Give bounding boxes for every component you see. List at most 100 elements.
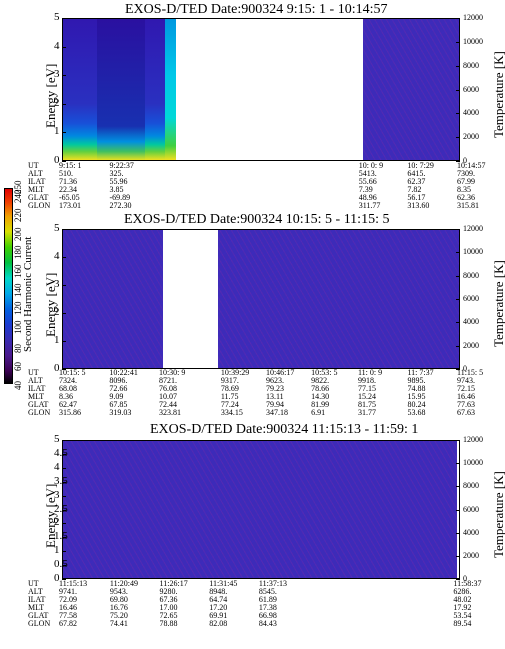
table-row-label: MLT — [28, 392, 45, 401]
table-cell: 56.17 — [407, 193, 426, 202]
y2-tick-mark — [456, 509, 460, 511]
y-tick-mark — [62, 229, 66, 230]
table-cell: 11:58:37 — [453, 579, 482, 588]
table-cell: 9.09 — [109, 392, 124, 401]
y-tick-label: 3.5 — [54, 474, 68, 487]
table-cell: 16.46 — [59, 603, 77, 612]
table-cell: 76.08 — [158, 384, 177, 393]
table-cell: 10:14:57 — [457, 161, 486, 170]
y2-tick-mark — [456, 89, 460, 91]
y2-tick-label: 6000 — [463, 84, 479, 94]
table-cell: 67.85 — [109, 400, 128, 409]
y2-tick-label: 4000 — [463, 317, 479, 327]
table-cell: 15.24 — [357, 392, 376, 401]
table-cell: 10: 7:29 — [407, 161, 434, 170]
table-row-label: UT — [28, 579, 39, 588]
y-tick-label: 0 — [54, 572, 60, 584]
table-cell: 510. — [59, 169, 73, 178]
y-tick-mark — [62, 509, 66, 511]
table-cell: 9:15: 1 — [59, 161, 82, 170]
table-cell: 89.54 — [453, 619, 472, 628]
table-cell: 68.08 — [59, 384, 77, 393]
table-cell: 10.07 — [158, 392, 177, 401]
y2-tick-label: 2000 — [463, 340, 479, 350]
y2-tick-mark — [456, 161, 460, 162]
table-row-label: MLT — [28, 603, 45, 612]
y-tick-label: 2 — [54, 96, 60, 109]
y2-tick-mark — [456, 486, 460, 488]
table-cell: 325. — [109, 169, 124, 178]
table-cell: 66.98 — [258, 611, 277, 620]
table-cell: 9543. — [109, 587, 128, 596]
table-cell: 13.11 — [265, 392, 284, 401]
table-cell: 17.38 — [258, 603, 277, 612]
y2-tick-mark — [456, 113, 460, 115]
table-cell: 14.30 — [311, 392, 330, 401]
y-tick-label: 3 — [54, 278, 60, 290]
y2-tick-mark — [456, 463, 460, 465]
y2-tick-mark — [456, 41, 460, 43]
y-tick-label: 2 — [54, 516, 60, 529]
y2-tick-mark — [456, 65, 460, 67]
y-tick-label: 5 — [54, 11, 60, 23]
y-tick-label: 0 — [54, 362, 60, 374]
y2-tick-label: 4000 — [463, 527, 479, 537]
table-cell: 9743. — [457, 376, 475, 385]
table-row-label: ILAT — [28, 595, 46, 604]
table-cell: 16.46 — [457, 392, 475, 401]
table-cell: 72.65 — [159, 611, 178, 620]
y2-tick-label: 2000 — [463, 132, 479, 142]
table-cell: 11: 7:37 — [407, 368, 434, 377]
table-cell: 67.82 — [59, 619, 77, 628]
y-tick-mark — [62, 537, 66, 539]
table-cell: 323.81 — [158, 408, 181, 417]
table-row-label: ALT — [28, 587, 43, 596]
data-segment — [63, 441, 458, 578]
y2-tick-label: 8000 — [463, 270, 479, 280]
y-tick-label: 1 — [54, 125, 60, 138]
table-cell: 53.68 — [407, 408, 426, 417]
table-cell: 9741. — [59, 587, 77, 596]
table-cell: 9317. — [220, 376, 239, 385]
table-cell: 6415. — [407, 169, 426, 178]
y2-tick-mark — [456, 440, 460, 441]
table-cell: 8.36 — [59, 392, 73, 401]
table-cell: 55.66 — [358, 177, 377, 186]
table-cell: 173.01 — [59, 201, 81, 210]
table-row-label: UT — [28, 161, 39, 170]
table-cell: 53.54 — [453, 611, 472, 620]
table-cell: 8721. — [158, 376, 177, 385]
table-cell: 10:15: 5 — [59, 368, 86, 377]
table-cell: 11:37:13 — [258, 579, 288, 588]
table-cell: 272.30 — [109, 201, 132, 210]
spectrogram-plot — [62, 18, 460, 161]
table-cell: 11:15:13 — [59, 579, 88, 588]
y-tick-mark — [62, 481, 66, 483]
table-cell: 77.15 — [357, 384, 376, 393]
table-cell: 15.95 — [407, 392, 426, 401]
y2-tick-mark — [456, 555, 460, 557]
y2-tick-label: 10000 — [463, 36, 483, 46]
y-tick-label: 4 — [54, 460, 60, 473]
table-cell: 7309. — [457, 169, 475, 178]
y2-tick-label: 6000 — [463, 504, 479, 514]
table-cell: 48.96 — [358, 193, 377, 202]
y-tick-label: 2.5 — [54, 502, 68, 515]
table-cell: 17.92 — [453, 603, 472, 612]
table-cell: 74.41 — [109, 619, 128, 628]
table-cell: 11:15: 5 — [457, 368, 484, 377]
table-cell: 77.58 — [59, 611, 77, 620]
colorbar-label: Second Harmonic Current — [22, 236, 34, 352]
table-cell: 72.09 — [59, 595, 77, 604]
colorbar-tick-label: 60 — [13, 362, 23, 372]
table-cell: 11:20:49 — [109, 579, 139, 588]
y-tick-mark — [62, 579, 66, 580]
y-tick-label: 1.5 — [54, 530, 68, 543]
table-cell: 62.37 — [407, 177, 426, 186]
table-cell: 77.63 — [457, 400, 475, 409]
y2-tick-label: 0 — [463, 364, 467, 373]
table-cell: 48.02 — [453, 595, 472, 604]
y2-tick-label: 12000 — [463, 435, 483, 444]
y-tick-mark — [62, 257, 66, 258]
table-cell: 7324. — [59, 376, 77, 385]
